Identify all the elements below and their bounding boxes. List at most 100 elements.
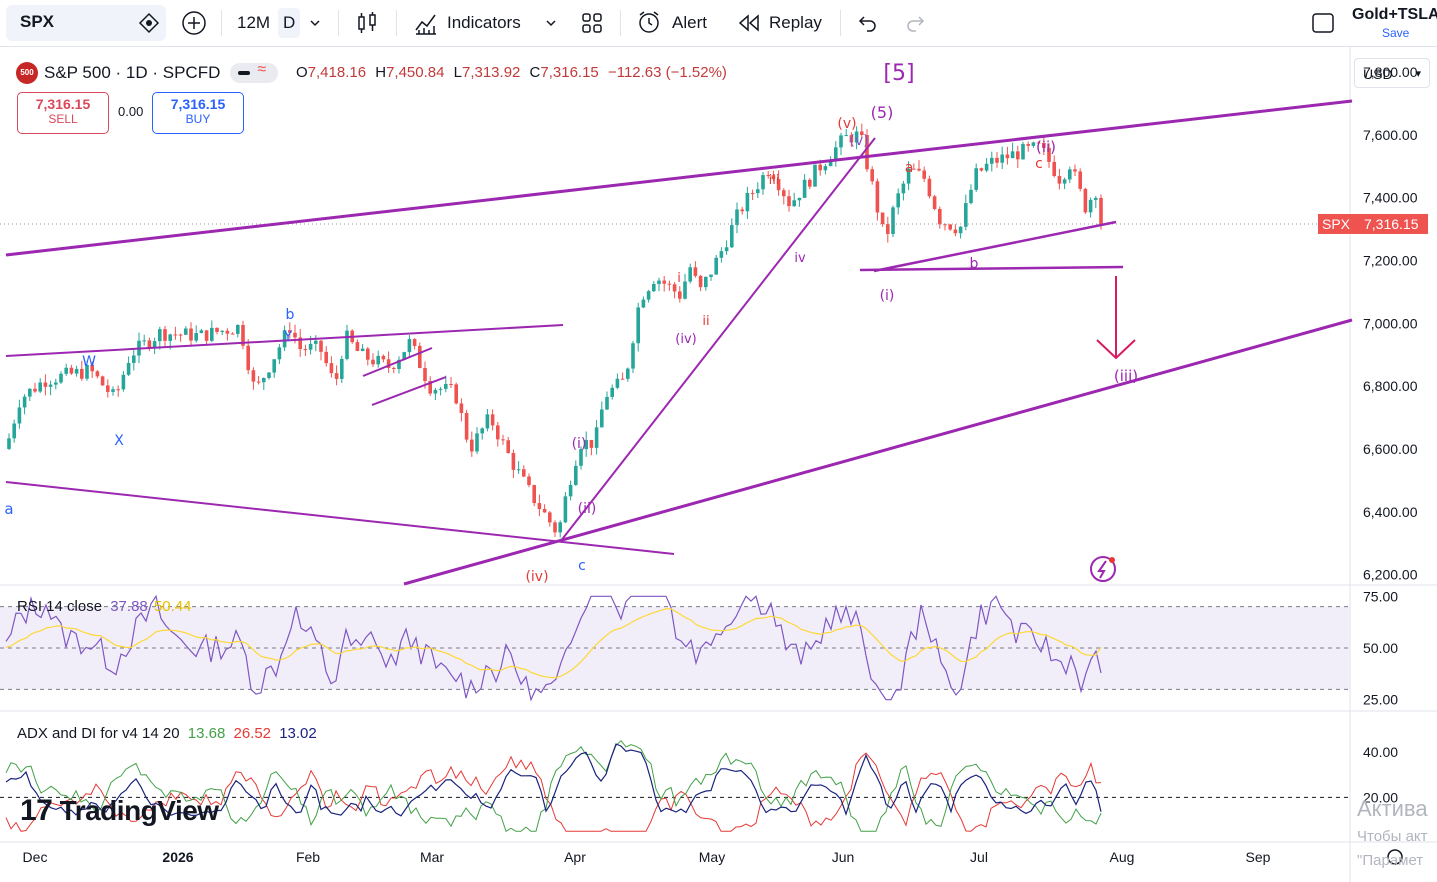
candle-body — [1078, 171, 1082, 189]
adx-line — [5, 743, 1102, 817]
rsi-value: 37.88 — [110, 598, 148, 615]
add-symbol-icon[interactable] — [181, 10, 207, 41]
layout-name[interactable]: Gold+TSLA — [1352, 6, 1437, 23]
candle-body — [880, 212, 885, 225]
candle-body — [511, 452, 516, 470]
sell-label: SELL — [48, 112, 78, 126]
candle-body — [776, 179, 781, 191]
sell-button[interactable]: 7,316.15 SELL — [17, 92, 109, 134]
approx-icon[interactable]: ≈ — [257, 61, 267, 78]
wave-label: (5) — [871, 103, 894, 122]
fullscreen-icon[interactable] — [1311, 12, 1335, 39]
candle-body — [490, 414, 495, 426]
adx-legend: ADX and DI for v4 14 20 13.68 26.52 13.0… — [17, 725, 317, 742]
candles-icon[interactable] — [355, 10, 379, 41]
candle-body — [626, 368, 630, 379]
candle-body — [210, 327, 214, 341]
replay-icon[interactable] — [737, 12, 761, 39]
candle-body — [366, 348, 370, 360]
candle-body — [745, 192, 750, 212]
candle-body — [277, 347, 282, 360]
time-tick-label: Aug — [1110, 849, 1135, 865]
candle-body — [215, 327, 219, 332]
chevron-down-icon[interactable] — [308, 16, 322, 35]
candle-body — [865, 134, 869, 170]
tv-logo-text: TradingView — [59, 795, 219, 826]
candle-body — [823, 166, 828, 171]
channel-upper-line — [5, 99, 1353, 257]
eye-icon[interactable] — [238, 71, 251, 75]
wave-label: (ii) — [578, 501, 597, 517]
compare-icon[interactable] — [137, 11, 161, 40]
candle-body — [527, 476, 531, 486]
candle-body — [750, 192, 755, 194]
candle-body — [454, 384, 458, 404]
price-tick-label: 7,200.00 — [1363, 252, 1418, 268]
candle-body — [246, 345, 250, 371]
alert-icon[interactable] — [636, 9, 664, 42]
undo-icon[interactable] — [857, 12, 879, 39]
candle-body — [735, 209, 739, 226]
down-arrow-head — [1096, 339, 1136, 360]
candle-body — [964, 203, 968, 227]
interval-button[interactable]: D — [283, 13, 296, 32]
candle-body — [1016, 151, 1020, 160]
buy-button[interactable]: 7,316.15 BUY — [152, 92, 244, 134]
sp500-badge-icon: 500 — [16, 62, 38, 84]
wave-label: (i) — [572, 436, 587, 452]
candle-body — [563, 496, 568, 523]
adx-tick-label: 40.00 — [1363, 744, 1398, 760]
time-tick-label: Jun — [832, 849, 855, 865]
chevron-down-icon[interactable] — [544, 16, 558, 35]
candle-body — [756, 189, 760, 194]
buy-price: 7,316.15 — [170, 96, 226, 112]
candle-body — [334, 373, 339, 379]
rsi-legend: RSI 14 close 37.88 50.44 — [17, 598, 191, 615]
candle-body — [886, 224, 890, 234]
candle-body — [1099, 197, 1103, 224]
candle-body — [449, 384, 453, 386]
wave-label: (iv) — [675, 332, 696, 347]
candle-body — [438, 388, 443, 390]
candle-body — [272, 359, 276, 373]
price-tick-label: 7,000.00 — [1363, 315, 1418, 331]
range-button[interactable]: 12M — [237, 13, 271, 32]
wave-label: c — [578, 558, 586, 574]
flash-icon-dot — [1109, 557, 1115, 563]
replay-button[interactable]: Replay — [769, 13, 822, 32]
candle-body — [324, 351, 328, 364]
candle-body — [724, 247, 729, 252]
candle-body — [371, 359, 375, 365]
candle-body — [860, 131, 864, 135]
currency-select[interactable]: USD ▾ — [1354, 58, 1430, 88]
save-button[interactable]: Save — [1382, 26, 1410, 40]
legend-toggle[interactable]: ≈ — [230, 61, 279, 83]
symbol-label: SPX — [20, 12, 55, 31]
price-tick-label: 6,800.00 — [1363, 378, 1418, 394]
upper-wedge-line — [5, 324, 564, 357]
candle-body — [173, 334, 178, 336]
wave-label: (v) — [849, 133, 868, 149]
wave-label: (i) — [880, 288, 895, 304]
flag-lower-line — [371, 376, 447, 406]
candle-body — [792, 200, 796, 207]
candle-body — [506, 440, 510, 453]
wave-label: W — [82, 354, 96, 370]
high-value: 7,450.84 — [386, 64, 445, 81]
candle-body — [241, 324, 245, 346]
redo-icon[interactable] — [904, 12, 926, 39]
alert-button[interactable]: Alert — [672, 13, 707, 32]
wave-label: iv — [794, 251, 806, 266]
close-value: 7,316.15 — [540, 64, 599, 81]
layouts-icon[interactable] — [580, 11, 604, 40]
candle-body — [496, 425, 500, 440]
adx-label: ADX and DI for v4 14 20 — [17, 725, 180, 742]
flash-icon-bolt — [1097, 560, 1107, 579]
wave-label: (iii) — [1114, 367, 1138, 385]
indicators-button[interactable]: Indicators — [447, 13, 521, 32]
candle-body — [667, 283, 672, 285]
wave-label: a — [4, 500, 13, 518]
price-tag-value: 7,316.15 — [1364, 216, 1419, 232]
indicators-icon[interactable] — [413, 10, 439, 41]
